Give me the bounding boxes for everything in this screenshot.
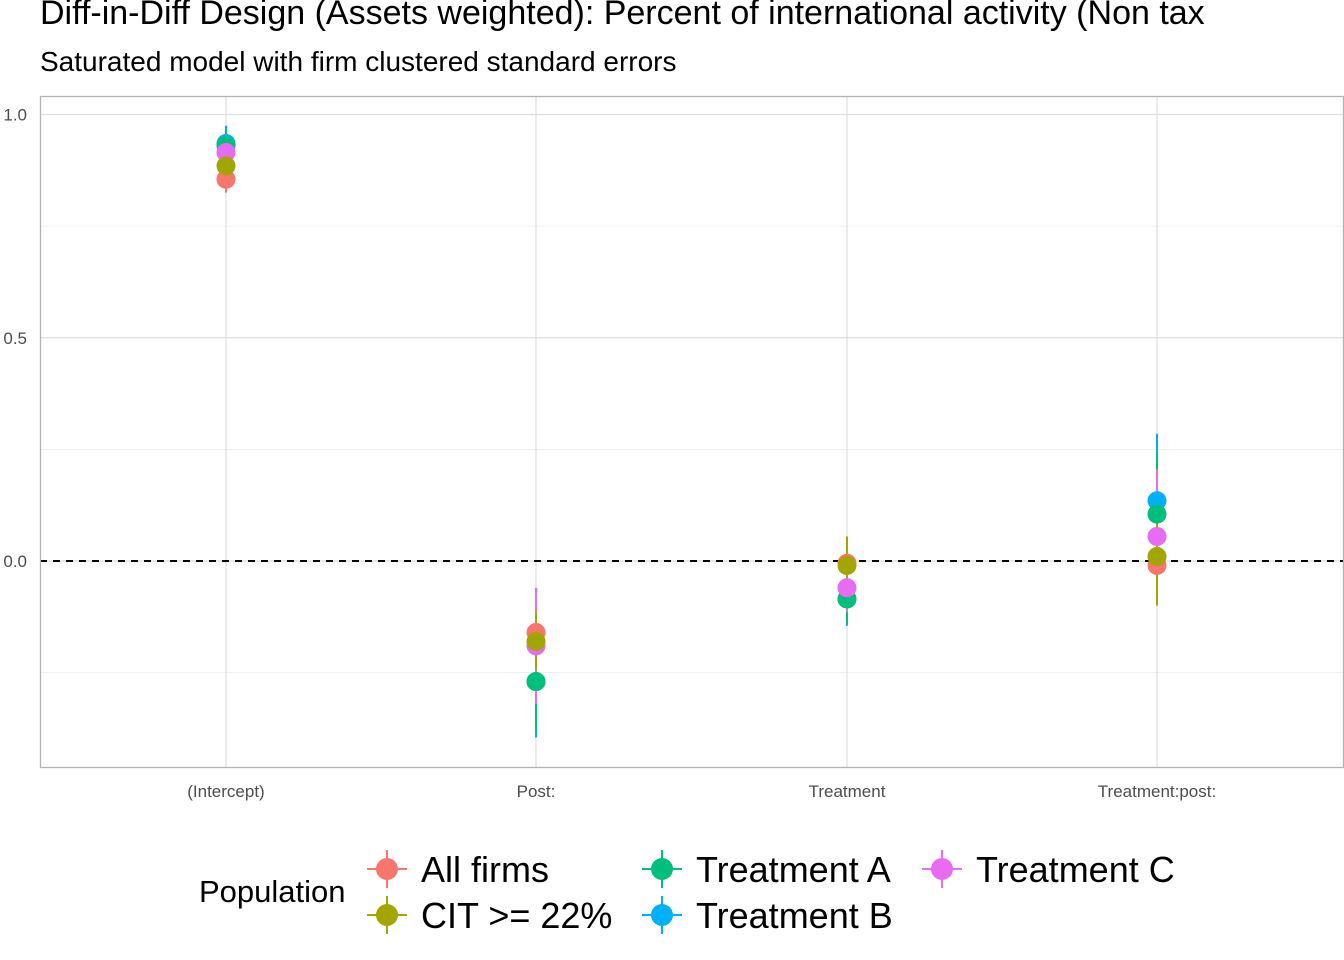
legend-key-treatment-c — [922, 850, 962, 888]
data-point — [1147, 526, 1167, 546]
plot-panel — [40, 96, 1344, 768]
legend-key-point — [651, 904, 673, 926]
legend-key-cit — [367, 896, 407, 934]
legend-title: Population — [199, 874, 346, 909]
chart-subtitle: Saturated model with firm clustered stan… — [40, 46, 677, 77]
chart-title: Diff-in-Diff Design (Assets weighted): P… — [40, 0, 1205, 32]
legend-key-point — [376, 858, 398, 880]
legend-label-treatment-b: Treatment B — [696, 895, 893, 936]
data-point — [216, 156, 236, 176]
data-point — [216, 169, 236, 189]
data-point — [526, 631, 546, 651]
legend-label-all-firms: All firms — [421, 849, 549, 890]
x-tick-label: Post: — [517, 782, 556, 801]
legend-key-point — [651, 858, 673, 880]
data-point — [526, 672, 546, 692]
y-tick-label: 0.0 — [3, 552, 27, 571]
x-tick-label: (Intercept) — [187, 782, 264, 801]
x-tick-label: Treatment:post: — [1098, 782, 1216, 801]
data-point — [1147, 504, 1167, 524]
legend-key-point — [376, 904, 398, 926]
y-tick-label: 0.5 — [3, 329, 27, 348]
data-point — [837, 578, 857, 598]
legend-label-treatment-c: Treatment C — [976, 849, 1175, 890]
data-point — [216, 142, 236, 162]
data-point — [1147, 547, 1167, 567]
data-point — [837, 555, 857, 575]
legend-key-treatment-a — [642, 850, 682, 888]
data-point — [1147, 491, 1167, 511]
legend-key-treatment-b — [642, 896, 682, 934]
legend-label-cit: CIT >= 22% — [421, 895, 613, 936]
y-tick-label: 1.0 — [3, 106, 27, 125]
x-tick-label: Treatment — [809, 782, 886, 801]
legend-label-treatment-a: Treatment A — [696, 849, 891, 890]
legend-key-all-firms — [367, 850, 407, 888]
legend-key-point — [931, 858, 953, 880]
